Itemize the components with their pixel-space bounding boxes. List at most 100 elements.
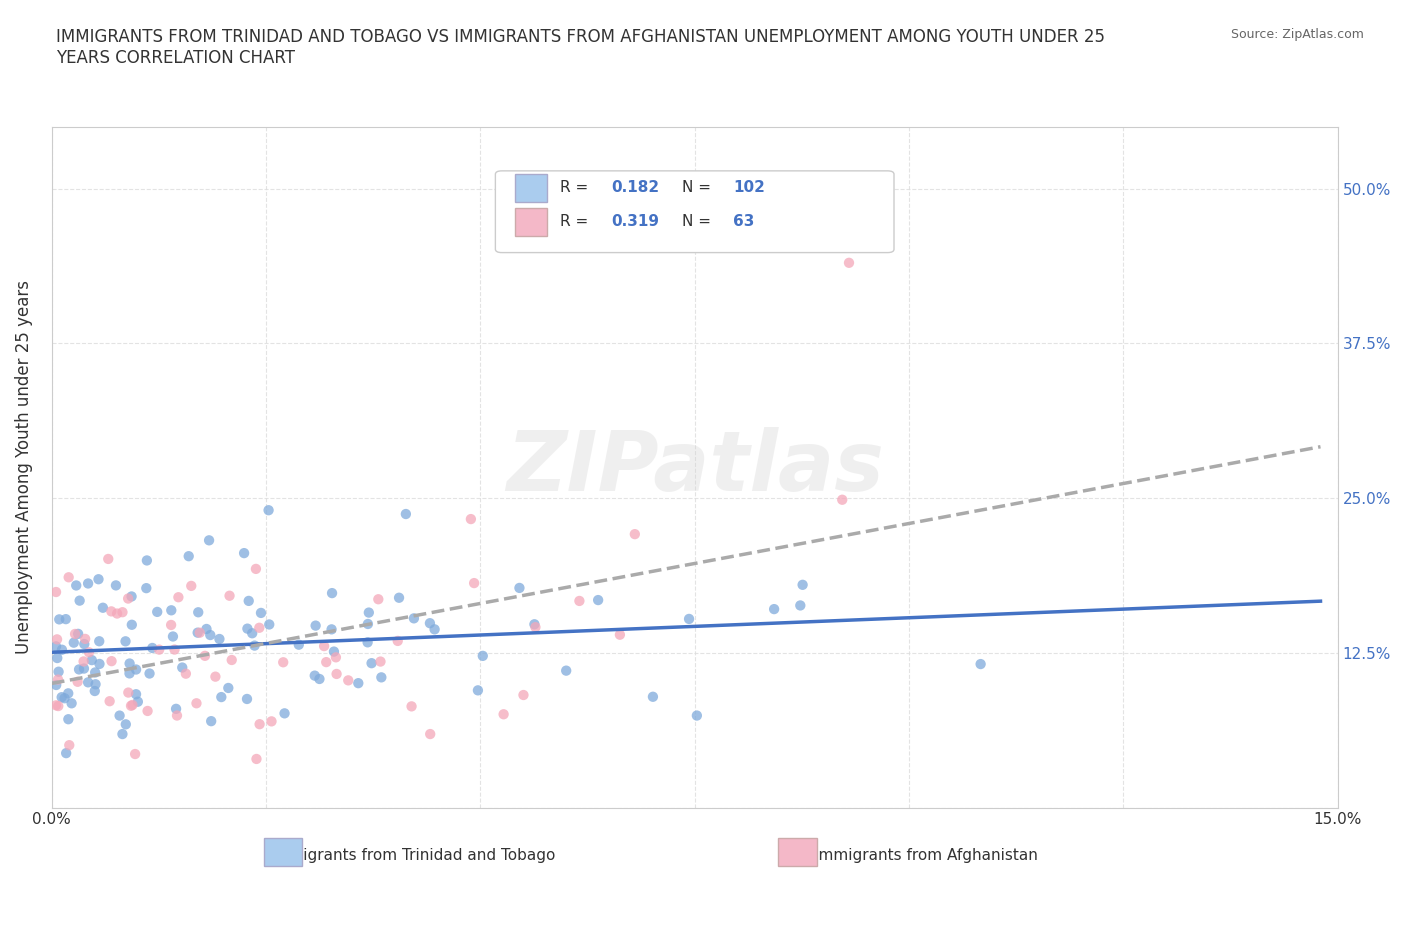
Point	[257, 503, 280, 518]
Point	[236, 621, 259, 636]
Y-axis label: Unemployment Among Youth under 25 years: Unemployment Among Youth under 25 years	[15, 280, 32, 654]
Point	[187, 625, 209, 640]
Point	[555, 663, 578, 678]
Text: Immigrants from Trinidad and Tobago: Immigrants from Trinidad and Tobago	[269, 848, 555, 863]
Point	[51, 690, 73, 705]
Point	[84, 665, 107, 680]
Point	[135, 580, 157, 595]
Text: N =: N =	[682, 215, 716, 230]
Point	[73, 637, 96, 652]
Point	[118, 656, 141, 671]
Point	[45, 678, 67, 693]
Point	[323, 644, 346, 659]
Point	[67, 627, 90, 642]
Point	[200, 628, 222, 643]
Point	[367, 591, 389, 606]
Point	[492, 707, 515, 722]
FancyBboxPatch shape	[779, 838, 817, 866]
Point	[641, 689, 664, 704]
Point	[467, 683, 489, 698]
Point	[512, 687, 534, 702]
Point	[174, 666, 197, 681]
Point	[249, 717, 271, 732]
Point	[247, 620, 270, 635]
Point	[80, 653, 103, 668]
Point	[395, 507, 418, 522]
Point	[117, 591, 139, 606]
Point	[314, 639, 336, 654]
Point	[315, 655, 337, 670]
Point	[77, 675, 100, 690]
Text: 63: 63	[734, 215, 755, 230]
Point	[160, 618, 183, 632]
Text: 0.182: 0.182	[612, 180, 659, 195]
Point	[259, 617, 281, 631]
Point	[792, 578, 814, 592]
Point	[48, 612, 70, 627]
Point	[387, 633, 409, 648]
Point	[89, 634, 111, 649]
Point	[114, 634, 136, 649]
Point	[195, 621, 218, 636]
Point	[72, 654, 94, 669]
Point	[304, 618, 326, 633]
Point	[69, 593, 91, 608]
Point	[89, 657, 111, 671]
Point	[763, 602, 786, 617]
Point	[163, 642, 186, 657]
Point	[105, 606, 128, 621]
FancyBboxPatch shape	[515, 208, 547, 235]
Point	[124, 747, 146, 762]
Point	[460, 512, 482, 526]
Point	[111, 726, 134, 741]
Point	[245, 751, 267, 766]
Point	[51, 643, 73, 658]
Point	[46, 651, 69, 666]
Point	[46, 672, 69, 687]
Point	[165, 701, 187, 716]
Point	[337, 673, 360, 688]
Point	[77, 576, 100, 591]
Point	[233, 546, 256, 561]
Point	[347, 676, 370, 691]
Point	[401, 699, 423, 714]
Point	[120, 698, 142, 713]
Point	[260, 714, 283, 729]
Point	[55, 746, 77, 761]
Point	[55, 612, 77, 627]
Point	[245, 562, 267, 577]
Point	[125, 662, 148, 677]
Point	[273, 706, 295, 721]
Text: R =: R =	[560, 215, 593, 230]
Point	[46, 698, 69, 713]
Point	[66, 674, 89, 689]
Point	[111, 604, 134, 619]
Point	[77, 644, 100, 659]
FancyBboxPatch shape	[264, 838, 302, 866]
Point	[586, 592, 609, 607]
Point	[127, 695, 149, 710]
Point	[83, 684, 105, 698]
Point	[686, 708, 709, 723]
Point	[136, 703, 159, 718]
Point	[288, 637, 311, 652]
Point	[84, 677, 107, 692]
Point	[678, 612, 700, 627]
Point	[624, 526, 647, 541]
Point	[100, 654, 122, 669]
Point	[471, 648, 494, 663]
Point	[271, 655, 294, 670]
Point	[125, 686, 148, 701]
Text: IMMIGRANTS FROM TRINIDAD AND TOBAGO VS IMMIGRANTS FROM AFGHANISTAN UNEMPLOYMENT : IMMIGRANTS FROM TRINIDAD AND TOBAGO VS I…	[56, 28, 1105, 67]
Point	[100, 604, 122, 618]
Point	[167, 590, 190, 604]
Text: N =: N =	[682, 180, 716, 195]
Point	[200, 713, 222, 728]
Point	[162, 629, 184, 644]
Point	[186, 696, 208, 711]
Point	[135, 553, 157, 568]
Point	[141, 641, 163, 656]
Point	[204, 670, 226, 684]
Point	[58, 570, 80, 585]
FancyBboxPatch shape	[495, 171, 894, 253]
